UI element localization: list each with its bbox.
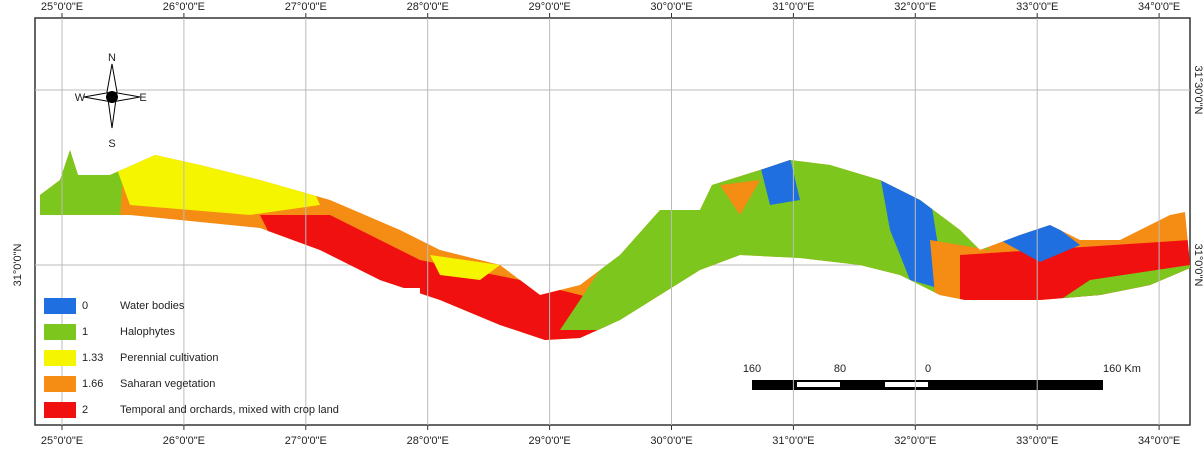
legend-swatch <box>44 350 76 366</box>
longitude-label: 33°0'0"E <box>1016 435 1058 447</box>
longitude-label: 26°0'0"E <box>163 435 205 447</box>
scale-bar <box>752 380 1103 390</box>
legend-swatch <box>44 324 76 340</box>
longitude-label: 31°0'0"E <box>772 1 814 13</box>
compass-s: S <box>108 138 115 150</box>
longitude-label: 29°0'0"E <box>528 435 570 447</box>
longitude-label: 31°0'0"E <box>772 435 814 447</box>
legend-code: 1 <box>82 326 88 338</box>
compass-e: E <box>139 92 146 104</box>
legend-code: 2 <box>82 404 88 416</box>
longitude-label: 25°0'0"E <box>41 1 83 13</box>
longitude-label: 29°0'0"E <box>528 1 570 13</box>
legend-label: Temporal and orchards, mixed with crop l… <box>120 404 339 416</box>
longitude-label: 34°0'0"E <box>1138 435 1180 447</box>
longitude-label: 32°0'0"E <box>894 435 936 447</box>
latitude-label: 31°0'0"N <box>12 244 24 287</box>
legend-code: 1.33 <box>82 352 103 364</box>
longitude-label: 30°0'0"E <box>650 435 692 447</box>
longitude-label: 33°0'0"E <box>1016 1 1058 13</box>
legend-swatch <box>44 376 76 392</box>
longitude-label: 27°0'0"E <box>285 435 327 447</box>
longitude-label: 34°0'0"E <box>1138 1 1180 13</box>
scale-label: 80 <box>834 363 846 375</box>
compass-n: N <box>108 52 116 64</box>
longitude-label: 28°0'0"E <box>407 435 449 447</box>
map: N S W E 25°0'0"E 26°0'0"E 27°0'0"E 28°0'0"E… <box>0 0 1203 453</box>
legend-label: Perennial cultivation <box>120 352 218 364</box>
legend-swatch <box>44 402 76 418</box>
scale-label: 0 <box>925 363 931 375</box>
longitude-label: 28°0'0"E <box>407 1 449 13</box>
longitude-label: 30°0'0"E <box>650 1 692 13</box>
longitude-label: 32°0'0"E <box>894 1 936 13</box>
legend-code: 1.66 <box>82 378 103 390</box>
scale-label: 160 Km <box>1103 363 1141 375</box>
legend-label: Saharan vegetation <box>120 378 215 390</box>
legend-code: 0 <box>82 300 88 312</box>
latitude-label: 31°30'0"N <box>1192 66 1203 115</box>
legend-label: Water bodies <box>120 300 185 312</box>
compass-w: W <box>75 92 86 104</box>
latitude-label: 31°0'0"N <box>1192 244 1203 287</box>
longitude-label: 27°0'0"E <box>285 1 327 13</box>
longitude-label: 26°0'0"E <box>163 1 205 13</box>
longitude-label: 25°0'0"E <box>41 435 83 447</box>
scale-label: 160 <box>743 363 761 375</box>
legend-swatch <box>44 298 76 314</box>
legend-label: Halophytes <box>120 326 176 338</box>
